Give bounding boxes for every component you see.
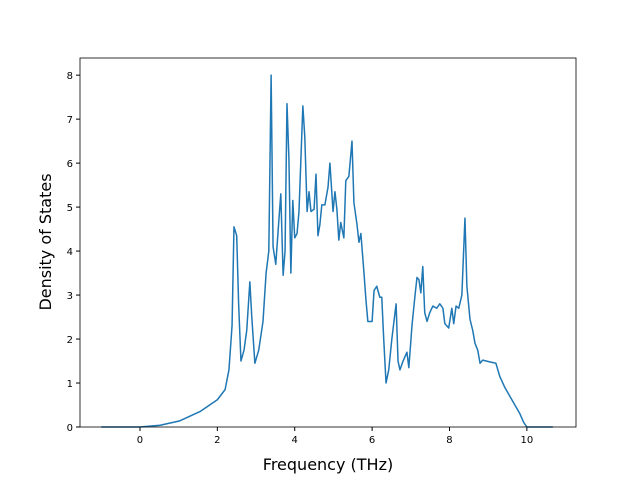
x-tick-label: 0	[137, 435, 143, 446]
x-tick-label: 4	[292, 435, 298, 446]
y-tick-label: 7	[67, 115, 73, 126]
y-tick-label: 1	[67, 379, 73, 390]
x-tick-label: 10	[520, 435, 533, 446]
y-tick-label: 3	[67, 291, 73, 302]
y-tick-label: 4	[67, 247, 73, 258]
y-tick-label: 2	[67, 335, 73, 346]
y-tick-label: 0	[67, 423, 73, 434]
x-tick-label: 8	[446, 435, 452, 446]
x-tick-label: 2	[214, 435, 220, 446]
y-tick-label: 8	[67, 71, 73, 82]
y-tick-label: 5	[67, 203, 73, 214]
axes-frame	[79, 57, 577, 428]
x-axis-label: Frequency (THz)	[263, 455, 393, 474]
line	[101, 74, 553, 428]
y-axis-label: Density of States	[36, 173, 55, 310]
y-tick-label: 6	[67, 159, 73, 170]
x-tick-label: 6	[369, 435, 375, 446]
